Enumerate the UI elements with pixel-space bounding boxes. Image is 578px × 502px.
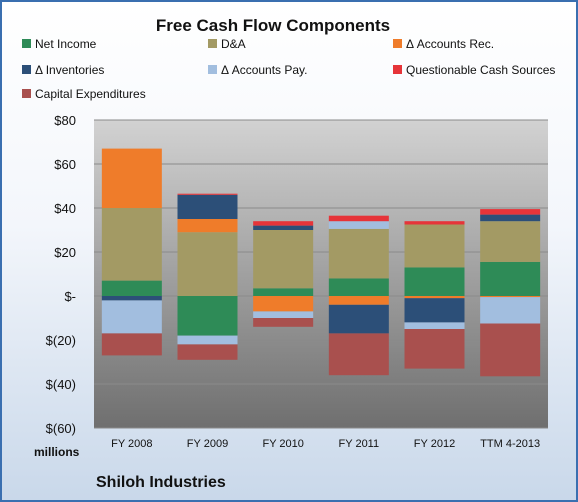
bar-segment — [404, 322, 465, 329]
bar-segment — [177, 296, 238, 336]
legend-swatch — [22, 89, 31, 98]
bar-segment — [328, 228, 389, 279]
legend-swatch — [393, 39, 402, 48]
bar-segment — [253, 221, 314, 226]
legend-label: Capital Expenditures — [35, 87, 146, 101]
legend-swatch — [393, 65, 402, 74]
bar-segment — [480, 221, 541, 262]
bar-segment — [177, 335, 238, 345]
bar-segment — [328, 215, 389, 222]
bar-segment — [101, 208, 162, 281]
x-axis-ticks: FY 2008 FY 2009 FY 2010 FY 2011 FY 2012 TTM 4… — [111, 438, 540, 450]
bar-segment — [177, 193, 238, 195]
bar-segment — [101, 148, 162, 208]
legend-label: Δ Accounts Rec. — [406, 37, 494, 51]
x-tick-label: FY 2011 — [339, 438, 380, 450]
bar-segment — [480, 209, 541, 215]
legend-label: Δ Accounts Pay. — [221, 63, 308, 77]
y-tick-label: $60 — [54, 157, 76, 172]
y-tick-label: $(40) — [46, 377, 76, 392]
bar-segment — [404, 221, 465, 225]
x-tick-label: FY 2012 — [414, 438, 455, 450]
legend-label: D&A — [221, 37, 246, 51]
bar-segment — [253, 288, 314, 296]
legend-swatch — [208, 65, 217, 74]
y-axis-unit-label: millions — [34, 445, 80, 459]
bar-segment — [480, 323, 541, 377]
bar-segment — [404, 224, 465, 268]
company-name: Shiloh Industries — [96, 474, 226, 491]
legend-swatch — [208, 39, 217, 48]
gridlines — [94, 119, 548, 429]
bar-segment — [328, 304, 389, 334]
bar-segment — [328, 296, 389, 305]
bar-segment — [177, 194, 238, 219]
bar-segment — [480, 296, 541, 298]
y-tick-label: $20 — [54, 245, 76, 260]
bar-segment — [480, 214, 541, 222]
chart-title: Free Cash Flow Components — [156, 16, 390, 35]
y-tick-label: $40 — [54, 201, 76, 216]
bar-segment — [177, 219, 238, 233]
bar-segment — [328, 333, 389, 376]
bar-segment — [404, 298, 465, 323]
y-tick-label: $- — [64, 289, 76, 304]
bar-segment — [253, 311, 314, 318]
bar-segment — [253, 225, 314, 230]
legend-label: Questionable Cash Sources — [406, 63, 555, 77]
bars — [101, 148, 541, 377]
bar-segment — [404, 267, 465, 296]
x-tick-label: FY 2009 — [187, 438, 228, 450]
bar-segment — [101, 333, 162, 356]
bar-segment — [328, 221, 389, 229]
x-tick-label: FY 2008 — [111, 438, 152, 450]
bar-segment — [177, 344, 238, 360]
y-tick-label: $80 — [54, 113, 76, 128]
y-tick-label: $(20) — [46, 333, 76, 348]
bar-segment — [101, 300, 162, 334]
bar-segment — [328, 278, 389, 296]
bar-segment — [177, 232, 238, 296]
y-tick-label: $(60) — [46, 421, 76, 436]
legend-label: Net Income — [35, 37, 97, 51]
bar-segment — [253, 230, 314, 289]
bar-segment — [480, 297, 541, 324]
plot-area — [94, 120, 548, 428]
bar-segment — [253, 318, 314, 327]
bar-segment — [404, 296, 465, 299]
bar-segment — [101, 280, 162, 296]
legend: Net Income D&A Δ Accounts Rec. Δ Inventorie… — [22, 37, 555, 101]
x-tick-label: TTM 4-2013 — [480, 438, 540, 450]
bar-segment — [253, 296, 314, 312]
bar-segment — [480, 261, 541, 296]
legend-swatch — [22, 65, 31, 74]
x-tick-label: FY 2010 — [262, 438, 303, 450]
legend-swatch — [22, 39, 31, 48]
bar-segment — [404, 329, 465, 369]
legend-label: Δ Inventories — [35, 63, 104, 77]
y-axis-ticks: $80 $60 $40 $20 $- $(20) $(40) $(60) — [46, 113, 76, 436]
bar-segment — [101, 296, 162, 301]
